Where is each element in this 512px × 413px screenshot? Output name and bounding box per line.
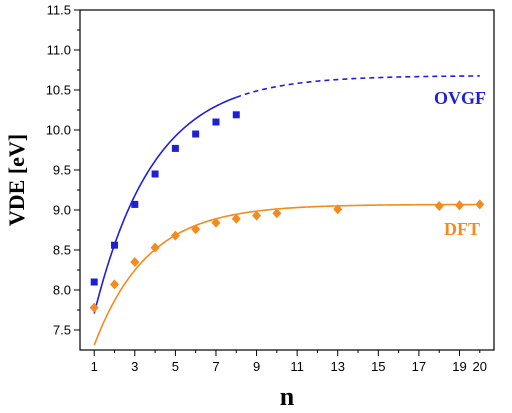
y-axis-title: VDE [eV] — [4, 134, 29, 226]
data-point-dft — [455, 200, 464, 211]
series-label-ovgf: OVGF — [434, 88, 486, 108]
data-point-dft — [170, 230, 180, 241]
data-point-dft — [191, 224, 201, 235]
y-tick-label: 7.5 — [53, 323, 71, 338]
data-point-ovgf — [131, 200, 139, 208]
data-point-ovgf — [232, 111, 240, 119]
x-tick-label: 5 — [172, 359, 179, 374]
series-line-ovgf — [93, 96, 237, 314]
x-tick-label: 17 — [412, 359, 426, 374]
y-tick-label: 10.5 — [46, 83, 71, 98]
data-point-dft — [434, 201, 444, 211]
data-point-ovgf — [111, 241, 118, 249]
plot-frame — [79, 9, 495, 351]
y-tick-label: 9.5 — [53, 163, 71, 178]
data-point-dft — [231, 213, 241, 224]
y-tick-label: 9.0 — [53, 203, 71, 218]
x-tick-label: 15 — [371, 359, 385, 374]
data-point-ovgf — [212, 118, 220, 126]
data-point-dft — [333, 204, 343, 215]
data-point-ovgf — [192, 130, 200, 138]
data-point-dft — [130, 257, 140, 267]
y-axis: 7.5 8.0 8.5 9.0 9.5 10.0 10.5 11.0 11.5 — [46, 3, 80, 338]
series-label-dft: DFT — [444, 219, 480, 239]
x-tick-label: 20 — [473, 359, 487, 374]
data-point-dft — [475, 199, 485, 210]
y-tick-label: 10.0 — [46, 123, 71, 138]
x-tick-label: 13 — [331, 359, 345, 374]
x-tick-label: 3 — [131, 359, 138, 374]
data-point-dft — [252, 210, 262, 221]
x-tick-label: 1 — [91, 359, 98, 374]
data-point-ovgf — [171, 144, 179, 152]
x-tick-label: 7 — [212, 359, 219, 374]
series-line-dft — [93, 203, 480, 346]
data-point-dft — [150, 242, 160, 253]
y-tick-label: 11.5 — [47, 3, 71, 18]
x-axis: 1 3 5 7 9 11 13 15 17 19 20 — [91, 350, 487, 374]
y-tick-label: 11.0 — [47, 43, 71, 58]
data-point-ovgf — [151, 170, 159, 178]
x-tick-label: 19 — [452, 359, 466, 374]
x-tick-label: 11 — [290, 359, 304, 374]
series-layer — [89, 75, 485, 346]
data-point-ovgf — [90, 278, 98, 286]
data-point-dft — [110, 279, 119, 290]
y-tick-label: 8.0 — [53, 283, 71, 298]
data-point-dft — [211, 217, 221, 228]
data-point-dft — [89, 302, 99, 313]
data-point-dft — [272, 208, 282, 219]
x-tick-label: 9 — [253, 359, 260, 374]
y-tick-label: 8.5 — [53, 243, 71, 258]
x-axis-title: n — [280, 382, 295, 411]
